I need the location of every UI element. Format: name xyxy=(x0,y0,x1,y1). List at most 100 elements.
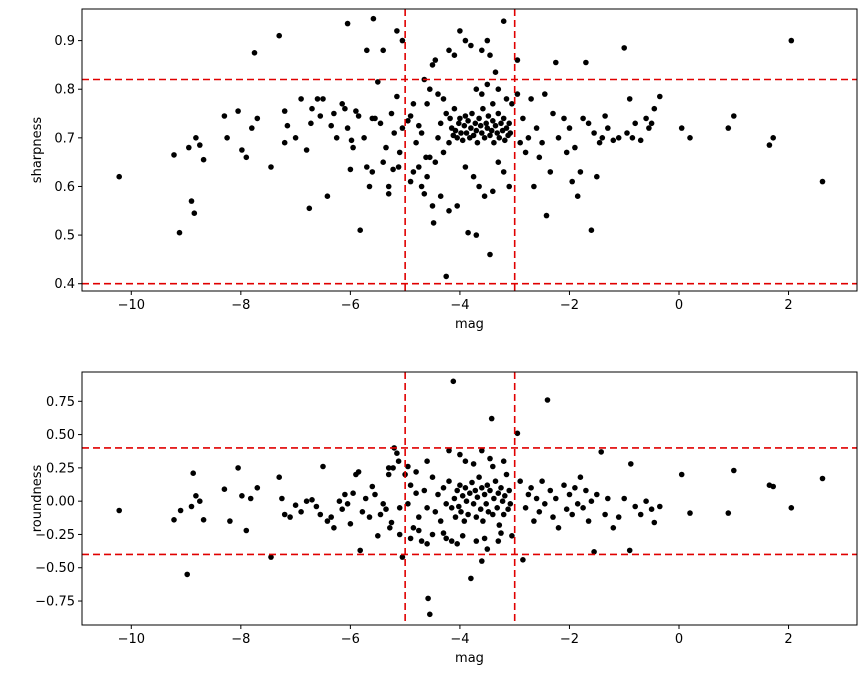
data-point xyxy=(347,166,354,173)
y-tick-label: −0.75 xyxy=(35,595,75,610)
data-point xyxy=(470,173,477,180)
roundness-vs-mag-scatter-panel: −10 −8 −6 −4 −2 0 2 −0.75 −0.50 −0.25 0.00 0.25 0.50… xyxy=(30,371,858,666)
data-point xyxy=(678,471,685,478)
data-point xyxy=(514,57,521,63)
data-point xyxy=(569,511,575,518)
data-point xyxy=(602,511,608,518)
data-point xyxy=(463,498,470,505)
data-point xyxy=(336,498,343,505)
data-point xyxy=(819,475,826,482)
data-point xyxy=(488,415,495,422)
data-point xyxy=(454,487,461,494)
data-point xyxy=(437,193,444,199)
data-point xyxy=(610,137,617,144)
data-point xyxy=(452,127,459,134)
data-point xyxy=(481,193,488,199)
data-point xyxy=(602,113,608,119)
data-point xyxy=(496,135,503,141)
data-point xyxy=(268,554,274,560)
data-point xyxy=(362,495,369,502)
data-point xyxy=(303,498,310,505)
data-point xyxy=(116,173,122,180)
data-point xyxy=(566,125,573,131)
data-point xyxy=(657,93,663,100)
data-point xyxy=(520,557,526,563)
data-point xyxy=(628,461,634,467)
data-point xyxy=(364,164,370,170)
data-point xyxy=(547,487,554,494)
data-point xyxy=(476,474,482,481)
data-point xyxy=(596,139,603,146)
data-point xyxy=(314,96,321,102)
data-point xyxy=(443,110,450,117)
data-point xyxy=(462,113,469,119)
data-point xyxy=(462,458,469,465)
data-point xyxy=(407,178,414,185)
sharpness-vs-mag-scatter-panel: −10 −8 −6 −4 −2 0 2 0.4 0.5 0.6 0.7 0.8 0.9 mag sharpn… xyxy=(30,8,858,332)
data-point xyxy=(461,122,468,129)
data-point xyxy=(500,115,507,122)
data-point xyxy=(394,28,400,34)
data-point xyxy=(320,463,326,470)
data-point xyxy=(509,533,515,539)
data-point xyxy=(574,501,581,507)
data-point xyxy=(599,135,606,141)
data-point xyxy=(580,505,586,511)
data-point xyxy=(385,183,392,190)
data-point xyxy=(522,149,529,156)
x-tick-label: −2 xyxy=(560,298,579,313)
y-axis-label: roundness xyxy=(30,465,45,533)
data-point xyxy=(292,135,299,141)
data-point xyxy=(506,120,512,127)
data-point xyxy=(462,164,469,170)
x-tick-label: −6 xyxy=(341,632,360,647)
data-point xyxy=(621,495,627,502)
data-point xyxy=(509,101,515,107)
data-point xyxy=(281,511,288,518)
data-point xyxy=(328,122,335,129)
data-point xyxy=(520,115,526,122)
data-point xyxy=(388,519,395,526)
data-point xyxy=(243,527,250,534)
data-point xyxy=(594,491,600,498)
data-point xyxy=(394,450,400,457)
data-point xyxy=(287,514,293,520)
data-point xyxy=(309,497,315,503)
data-point xyxy=(306,205,313,212)
data-point xyxy=(459,137,466,144)
data-point xyxy=(239,493,245,499)
data-point xyxy=(317,113,324,119)
data-point xyxy=(819,178,826,185)
data-point xyxy=(457,451,463,458)
data-point xyxy=(629,135,636,141)
data-point xyxy=(643,115,649,122)
data-point xyxy=(396,149,403,156)
data-point xyxy=(514,430,521,437)
data-point xyxy=(472,120,479,127)
data-point xyxy=(416,122,422,129)
data-point xyxy=(410,169,417,175)
data-point xyxy=(366,514,373,520)
data-point xyxy=(303,147,310,153)
data-point xyxy=(550,110,556,117)
data-point xyxy=(388,110,395,117)
data-point xyxy=(506,487,512,494)
data-point xyxy=(176,229,183,236)
data-point xyxy=(465,118,471,124)
data-point xyxy=(239,147,245,153)
data-point xyxy=(517,139,523,146)
data-point xyxy=(605,125,611,131)
data-point xyxy=(555,525,562,531)
data-point xyxy=(563,149,570,156)
data-point xyxy=(416,527,422,534)
data-point xyxy=(313,503,320,510)
data-point xyxy=(500,458,507,465)
y-tick-label: −0.25 xyxy=(35,528,75,543)
data-point xyxy=(479,47,485,54)
data-point xyxy=(731,113,737,119)
data-point xyxy=(544,397,551,403)
data-point xyxy=(474,139,481,146)
data-point xyxy=(503,471,510,478)
data-point xyxy=(394,93,400,100)
data-point xyxy=(503,125,510,131)
